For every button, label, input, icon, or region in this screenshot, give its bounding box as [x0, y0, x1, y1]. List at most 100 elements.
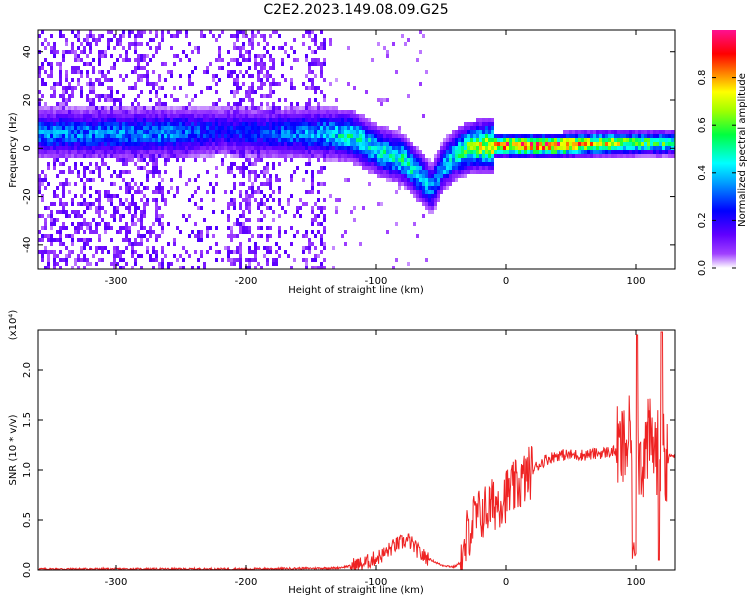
spectrogram-cell — [80, 130, 83, 134]
spectrogram-cell — [113, 142, 116, 146]
spectrogram-cell — [521, 134, 524, 138]
spectrogram-cell — [620, 154, 623, 158]
spectrogram-cell — [245, 198, 248, 202]
spectrogram-cell — [389, 146, 392, 150]
spectrogram-cell — [254, 122, 257, 126]
spectrogram-cell — [443, 138, 446, 142]
spectrogram-cell — [200, 198, 203, 202]
spectrogram-cell — [140, 214, 143, 218]
spectrogram-cell — [167, 142, 170, 146]
spectrogram-cell — [254, 254, 257, 258]
spectrogram-cell — [317, 254, 320, 258]
spectrogram-cell — [278, 130, 281, 134]
spectrogram-cell — [122, 110, 125, 114]
spectrogram-cell — [155, 34, 158, 38]
spectrogram-cell — [404, 170, 407, 174]
spectrogram-cell — [41, 198, 44, 202]
spectrogram-cell — [119, 102, 122, 106]
spectrogram-cell — [164, 142, 167, 146]
spectrogram-cell — [353, 130, 356, 134]
spectrogram-cell — [320, 70, 323, 74]
spectrogram-cell — [134, 222, 137, 226]
spectrogram-cell — [209, 62, 212, 66]
spectrogram-cell — [512, 142, 515, 146]
spectrogram-cell — [164, 254, 167, 258]
spectrogram-cell — [578, 138, 581, 142]
spectrogram-cell — [212, 190, 215, 194]
spectrogram-cell — [479, 154, 482, 158]
spectrogram-cell — [107, 142, 110, 146]
spectrogram-cell — [152, 174, 155, 178]
spectrogram-cell — [173, 130, 176, 134]
spectrogram-cell — [578, 146, 581, 150]
spectrogram-cell — [137, 146, 140, 150]
spectrogram-cell — [323, 258, 326, 262]
spectrogram-cell — [332, 138, 335, 142]
spectrogram-cell — [401, 134, 404, 138]
spectrogram-cell — [377, 162, 380, 166]
spectrogram-cell — [239, 50, 242, 54]
spectrogram-cell — [248, 58, 251, 62]
spectrogram-cell — [179, 86, 182, 90]
spectrogram-cell — [419, 170, 422, 174]
spectrogram-cell — [266, 166, 269, 170]
spectrogram-cell — [164, 154, 167, 158]
spectrogram-cell — [629, 130, 632, 134]
chart-title: C2E2.2023.149.08.09.G25 — [263, 2, 448, 18]
spectrogram-cell — [290, 194, 293, 198]
spectrogram-cell — [113, 154, 116, 158]
spectrogram-cell — [323, 134, 326, 138]
spectrogram-cell — [59, 82, 62, 86]
spectrogram-cell — [158, 74, 161, 78]
spectrogram-cell — [254, 266, 257, 269]
spectrogram-cell — [290, 66, 293, 70]
spectrogram-cell — [149, 118, 152, 122]
spectrogram-cell — [146, 70, 149, 74]
spectrogram-cell — [479, 146, 482, 150]
spectrogram-cell — [239, 86, 242, 90]
spectrogram-cell — [266, 102, 269, 106]
spectrogram-cell — [251, 102, 254, 106]
spectrogram-cell — [470, 142, 473, 146]
spectrogram-cell — [266, 250, 269, 254]
spectrogram-cell — [260, 154, 263, 158]
spectrogram-cell — [341, 154, 344, 158]
spectrogram-cell — [494, 146, 497, 150]
spectrogram-cell — [311, 58, 314, 62]
spectrogram-cell — [119, 202, 122, 206]
spectrogram-cell — [554, 142, 557, 146]
spectrogram-cell — [275, 174, 278, 178]
spectrogram-cell — [221, 66, 224, 70]
snr-y-scale-label: (x10⁴) — [8, 310, 19, 341]
spectrogram-cell — [317, 62, 320, 66]
spectrogram-cell — [476, 170, 479, 174]
spectrogram-cell — [653, 134, 656, 138]
spectrogram-cell — [185, 138, 188, 142]
spectrogram-cell — [482, 134, 485, 138]
spectrogram-cell — [47, 142, 50, 146]
spectrogram-cell — [452, 166, 455, 170]
spectrogram-cell — [68, 154, 71, 158]
spectrogram-cell — [209, 182, 212, 186]
spectrogram-cell — [248, 38, 251, 42]
spectrogram-cell — [410, 150, 413, 154]
spectrogram-cell — [86, 34, 89, 38]
spectrogram-cell — [440, 154, 443, 158]
spectrogram-cell — [614, 134, 617, 138]
spectrogram-cell — [194, 190, 197, 194]
spectrogram-cell — [77, 122, 80, 126]
spectrogram-cell — [50, 218, 53, 222]
spectrogram-cell — [113, 246, 116, 250]
spectrogram-cell — [449, 158, 452, 162]
spectrogram-cell — [95, 206, 98, 210]
spectrogram-cell — [86, 42, 89, 46]
spectrogram-cell — [455, 158, 458, 162]
spectrogram-cell — [125, 122, 128, 126]
spectrogram-cell — [638, 150, 641, 154]
spectrogram-cell — [89, 230, 92, 234]
spectrogram-cell — [488, 162, 491, 166]
spectrogram-cell — [269, 114, 272, 118]
spectrogram-cell — [77, 238, 80, 242]
spectrogram-cell — [122, 34, 125, 38]
spectrogram-cell — [329, 110, 332, 114]
